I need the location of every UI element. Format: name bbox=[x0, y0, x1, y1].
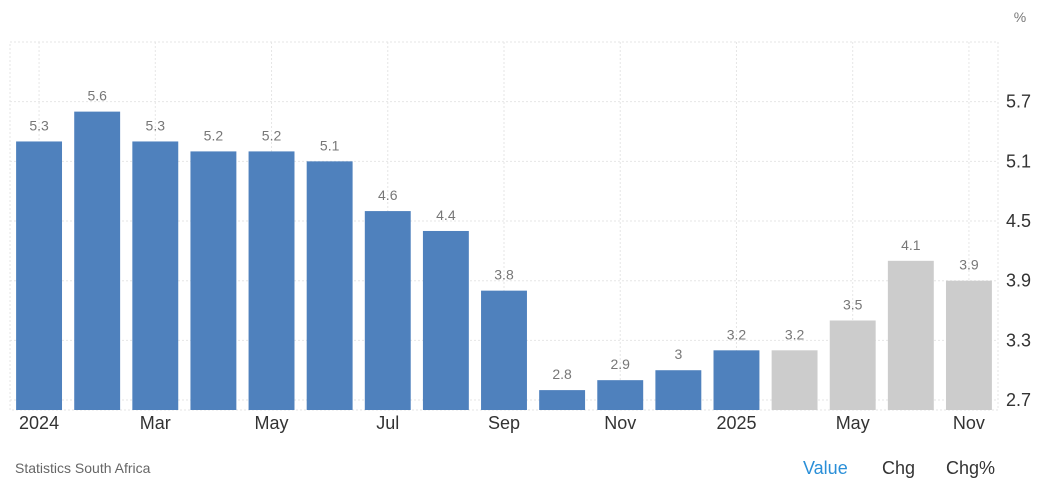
tab-value[interactable]: Value bbox=[803, 458, 848, 478]
bar-value-label: 5.3 bbox=[29, 117, 49, 133]
bar-value-label: 5.2 bbox=[204, 127, 224, 143]
bar-forecast bbox=[829, 320, 876, 410]
x-tick-label: Mar bbox=[140, 413, 171, 433]
bar bbox=[190, 151, 237, 411]
bar bbox=[713, 350, 760, 410]
bar bbox=[539, 390, 586, 410]
x-tick-label: Nov bbox=[953, 413, 985, 433]
bar-value-label: 5.6 bbox=[87, 88, 107, 104]
bar-value-label: 5.2 bbox=[262, 127, 282, 143]
bar-value-label: 2.9 bbox=[611, 356, 631, 372]
bar bbox=[422, 230, 469, 410]
y-tick-label: 2.7 bbox=[1006, 390, 1031, 410]
bar-value-label: 3.8 bbox=[494, 267, 514, 283]
y-tick-label: 3.9 bbox=[1006, 271, 1031, 291]
y-tick-label: 3.3 bbox=[1006, 330, 1031, 350]
bar-value-label: 5.1 bbox=[320, 137, 340, 153]
bar bbox=[481, 290, 527, 410]
bar bbox=[248, 151, 295, 411]
x-tick-label: 2024 bbox=[19, 413, 59, 433]
bar-value-label: 3.9 bbox=[959, 257, 979, 273]
y-axis-unit-label: % bbox=[1014, 9, 1026, 25]
bar-value-label: 3 bbox=[674, 346, 682, 362]
bar bbox=[364, 211, 411, 410]
chart-value-labels: 5.3 5.6 5.3 5.2 5.2 5.1 4.6 4.4 3.8 2.8 2.9 3 3.2 3.2… bbox=[29, 88, 979, 382]
x-tick-label: May bbox=[836, 413, 870, 433]
x-tick-label: Sep bbox=[488, 413, 520, 433]
bar-value-label: 4.6 bbox=[378, 187, 398, 203]
bar bbox=[16, 141, 63, 410]
x-tick-label: Nov bbox=[604, 413, 636, 433]
bar-chart: 5.3 5.6 5.3 5.2 5.2 5.1 4.6 4.4 3.8 2.8 2.9 3 3.2 3.2… bbox=[9, 9, 1031, 433]
x-tick-label: Jul bbox=[376, 413, 399, 433]
x-tick-label: May bbox=[255, 413, 289, 433]
bar-forecast bbox=[945, 280, 992, 410]
bar bbox=[597, 380, 644, 410]
bar bbox=[132, 141, 179, 410]
bar-value-label: 3.5 bbox=[843, 296, 863, 312]
y-tick-label: 5.7 bbox=[1006, 92, 1031, 112]
source-label: Statistics South Africa bbox=[15, 460, 151, 476]
bar-value-label: 3.2 bbox=[785, 326, 805, 342]
bar-value-label: 2.8 bbox=[552, 366, 572, 382]
y-tick-label: 5.1 bbox=[1006, 151, 1031, 171]
bar-value-label: 4.4 bbox=[436, 207, 456, 223]
y-axis: 2.7 3.3 3.9 4.5 5.1 5.7 bbox=[1006, 92, 1031, 410]
bar-value-label: 4.1 bbox=[901, 237, 921, 253]
bar bbox=[74, 111, 121, 411]
bar bbox=[306, 161, 353, 410]
tab-chg[interactable]: Chg bbox=[882, 458, 916, 478]
bar-value-label: 5.3 bbox=[146, 117, 166, 133]
bar-forecast bbox=[887, 260, 934, 410]
x-tick-label: 2025 bbox=[716, 413, 756, 433]
bar-value-label: 3.2 bbox=[727, 326, 747, 342]
bar-forecast bbox=[771, 350, 818, 410]
x-axis: 2024 Mar May Jul Sep Nov 2025 May Nov bbox=[19, 413, 985, 433]
bar bbox=[655, 370, 702, 410]
chart-bars bbox=[16, 111, 992, 411]
tab-chg-percent[interactable]: Chg% bbox=[946, 458, 996, 478]
y-tick-label: 4.5 bbox=[1006, 211, 1031, 231]
